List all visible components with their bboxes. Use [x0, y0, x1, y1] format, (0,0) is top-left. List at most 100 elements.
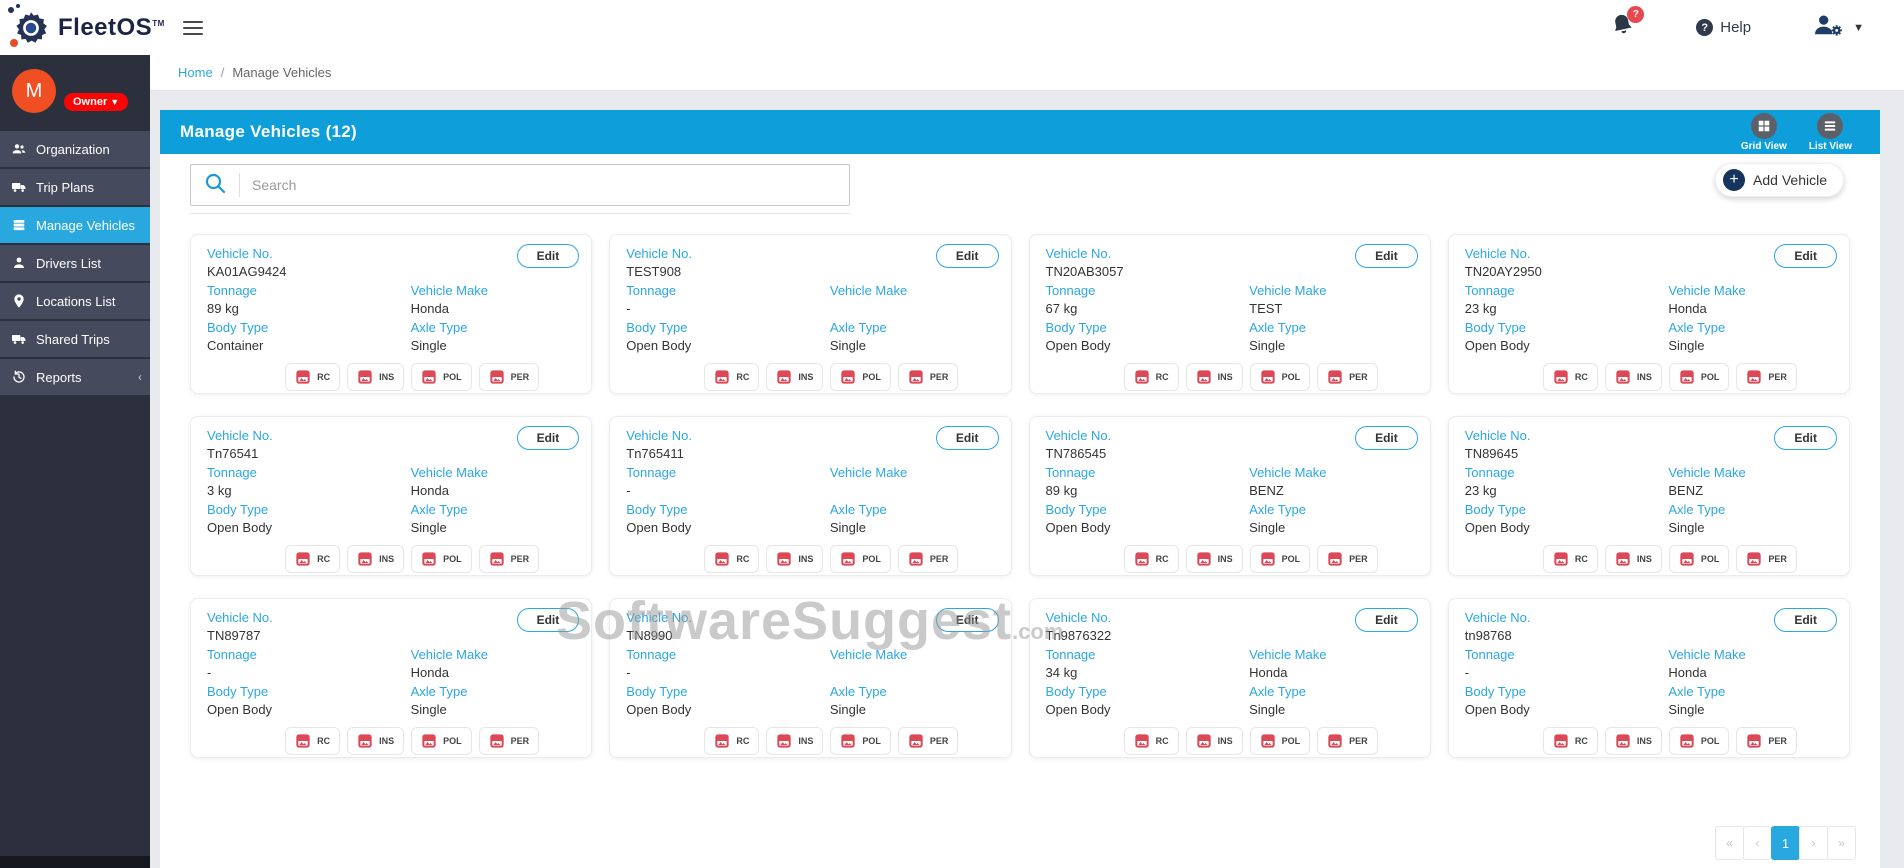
doc-chip-rc[interactable]: RC	[1123, 545, 1179, 573]
doc-chip-ins[interactable]: INS	[1604, 727, 1662, 755]
doc-chip-per[interactable]: PER	[1317, 545, 1378, 573]
role-badge[interactable]: Owner ▼	[64, 93, 129, 111]
sidebar-item-organization[interactable]: Organization	[0, 131, 150, 167]
doc-chip-rc[interactable]: RC	[285, 545, 341, 573]
sidebar-item-shared-trips[interactable]: Shared Trips	[0, 321, 150, 357]
truck-icon	[11, 331, 27, 347]
doc-chip-rc[interactable]: RC	[1123, 727, 1179, 755]
doc-chip-pol[interactable]: POL	[411, 727, 472, 755]
doc-chip-rc[interactable]: RC	[1542, 727, 1598, 755]
pagination-page-1[interactable]: 1	[1771, 826, 1800, 860]
doc-chip-ins[interactable]: INS	[1604, 363, 1662, 391]
edit-button[interactable]: Edit	[1774, 608, 1837, 632]
doc-chip-rc[interactable]: RC	[1542, 363, 1598, 391]
edit-button[interactable]: Edit	[935, 244, 999, 268]
doc-chip-pol[interactable]: POL	[411, 363, 472, 391]
doc-chip-rc[interactable]: RC	[704, 727, 760, 755]
doc-chip-ins[interactable]: INS	[347, 363, 405, 391]
edit-button[interactable]: Edit	[1774, 426, 1837, 450]
doc-chip-ins[interactable]: INS	[1185, 545, 1243, 573]
doc-chip-pol[interactable]: POL	[411, 545, 472, 573]
sidebar-item-locations-list[interactable]: Locations List	[0, 283, 150, 319]
doc-chip-per[interactable]: PER	[897, 363, 959, 391]
sidebar-item-reports[interactable]: Reports ‹	[0, 359, 150, 395]
edit-button[interactable]: Edit	[516, 426, 580, 450]
doc-chip-rc[interactable]: RC	[1542, 545, 1598, 573]
doc-chip-per[interactable]: PER	[1736, 727, 1797, 755]
doc-chip-ins[interactable]: INS	[1604, 545, 1662, 573]
doc-chip-per[interactable]: PER	[1736, 545, 1797, 573]
doc-chip-per[interactable]: PER	[478, 727, 540, 755]
doc-chip-pol[interactable]: POL	[830, 363, 891, 391]
doc-chip-pol[interactable]: POL	[1668, 727, 1730, 755]
add-vehicle-button[interactable]: + Add Vehicle	[1715, 163, 1844, 197]
doc-chip-pol[interactable]: POL	[1249, 727, 1311, 755]
doc-chip-pol[interactable]: POL	[830, 727, 891, 755]
pagination-next-button[interactable]: ›	[1799, 826, 1828, 860]
search-input[interactable]	[252, 177, 837, 193]
doc-chip-pol[interactable]: POL	[1668, 545, 1730, 573]
help-button[interactable]: ? Help	[1696, 19, 1751, 36]
search-icon	[203, 171, 227, 200]
sidebar-item-manage-vehicles[interactable]: Manage Vehicles	[0, 207, 150, 243]
list-view-button[interactable]: List View	[1809, 113, 1852, 152]
sidebar-item-trip-plans[interactable]: Trip Plans	[0, 169, 150, 205]
vehicle-no-label: Vehicle No.	[1045, 246, 1112, 261]
doc-chip-rc[interactable]: RC	[1123, 363, 1179, 391]
edit-button[interactable]: Edit	[1355, 426, 1418, 450]
chevron-left-icon[interactable]: ‹	[138, 370, 142, 384]
notifications-button[interactable]: ?	[1610, 6, 1645, 43]
doc-chip-rc[interactable]: RC	[285, 363, 341, 391]
doc-chip-per[interactable]: PER	[1317, 363, 1378, 391]
axle-type-label: Axle Type	[1668, 684, 1726, 699]
doc-chip-pol[interactable]: POL	[1668, 363, 1730, 391]
menu-toggle-icon[interactable]	[182, 20, 203, 35]
doc-chip-ins[interactable]: INS	[347, 545, 405, 573]
edit-button[interactable]: Edit	[1355, 244, 1418, 268]
doc-chip-per[interactable]: PER	[478, 363, 540, 391]
doc-chip-pol[interactable]: POL	[830, 545, 891, 573]
doc-chip-per[interactable]: PER	[1736, 363, 1797, 391]
doc-chip-pol[interactable]: POL	[1249, 545, 1311, 573]
tonnage-label: Tonnage	[207, 647, 257, 662]
breadcrumb-home-link[interactable]: Home	[178, 65, 213, 80]
doc-chip-pol[interactable]: POL	[1249, 363, 1311, 391]
edit-button[interactable]: Edit	[935, 426, 999, 450]
vehicle-no-value: TN20AY2950	[1464, 264, 1542, 279]
doc-chip-ins[interactable]: INS	[766, 363, 824, 391]
doc-chip-per[interactable]: PER	[478, 545, 540, 573]
edit-button[interactable]: Edit	[935, 608, 999, 632]
pagination-last-button[interactable]: »	[1827, 826, 1856, 860]
tonnage-value: 89 kg	[1045, 483, 1078, 498]
body-type-label: Body Type	[207, 502, 269, 517]
doc-chip-ins[interactable]: INS	[766, 727, 824, 755]
edit-button[interactable]: Edit	[516, 608, 580, 632]
vehicle-make-value: BENZ	[1249, 483, 1284, 498]
pagination-first-button[interactable]: «	[1715, 826, 1744, 860]
edit-button[interactable]: Edit	[516, 244, 580, 268]
grid-view-button[interactable]: Grid View	[1741, 113, 1787, 152]
chevron-down-icon: ▼	[1853, 21, 1864, 34]
doc-chip-ins[interactable]: INS	[1185, 727, 1243, 755]
sidebar-item-drivers-list[interactable]: Drivers List	[0, 245, 150, 281]
tonnage-label: Tonnage	[1464, 647, 1515, 662]
doc-chip-per[interactable]: PER	[897, 545, 959, 573]
doc-chip-rc[interactable]: RC	[704, 363, 760, 391]
doc-chip-per[interactable]: PER	[1317, 727, 1378, 755]
doc-chip-ins[interactable]: INS	[766, 545, 824, 573]
doc-chip-rc[interactable]: RC	[704, 545, 760, 573]
image-icon	[1260, 370, 1275, 384]
tonnage-value: 34 kg	[1045, 665, 1078, 680]
vehicle-make-value	[830, 665, 997, 680]
doc-chip-ins[interactable]: INS	[1185, 363, 1243, 391]
pagination-prev-button[interactable]: ‹	[1743, 826, 1772, 860]
doc-chip-rc[interactable]: RC	[285, 727, 341, 755]
doc-chip-ins[interactable]: INS	[347, 727, 405, 755]
edit-button[interactable]: Edit	[1774, 244, 1837, 268]
axle-type-label: Axle Type	[829, 502, 887, 517]
edit-button[interactable]: Edit	[1355, 608, 1418, 632]
account-menu-button[interactable]: ▼	[1811, 12, 1864, 43]
doc-chip-per[interactable]: PER	[897, 727, 959, 755]
avatar[interactable]: M	[12, 69, 56, 113]
tonnage-value: 3 kg	[207, 483, 232, 498]
